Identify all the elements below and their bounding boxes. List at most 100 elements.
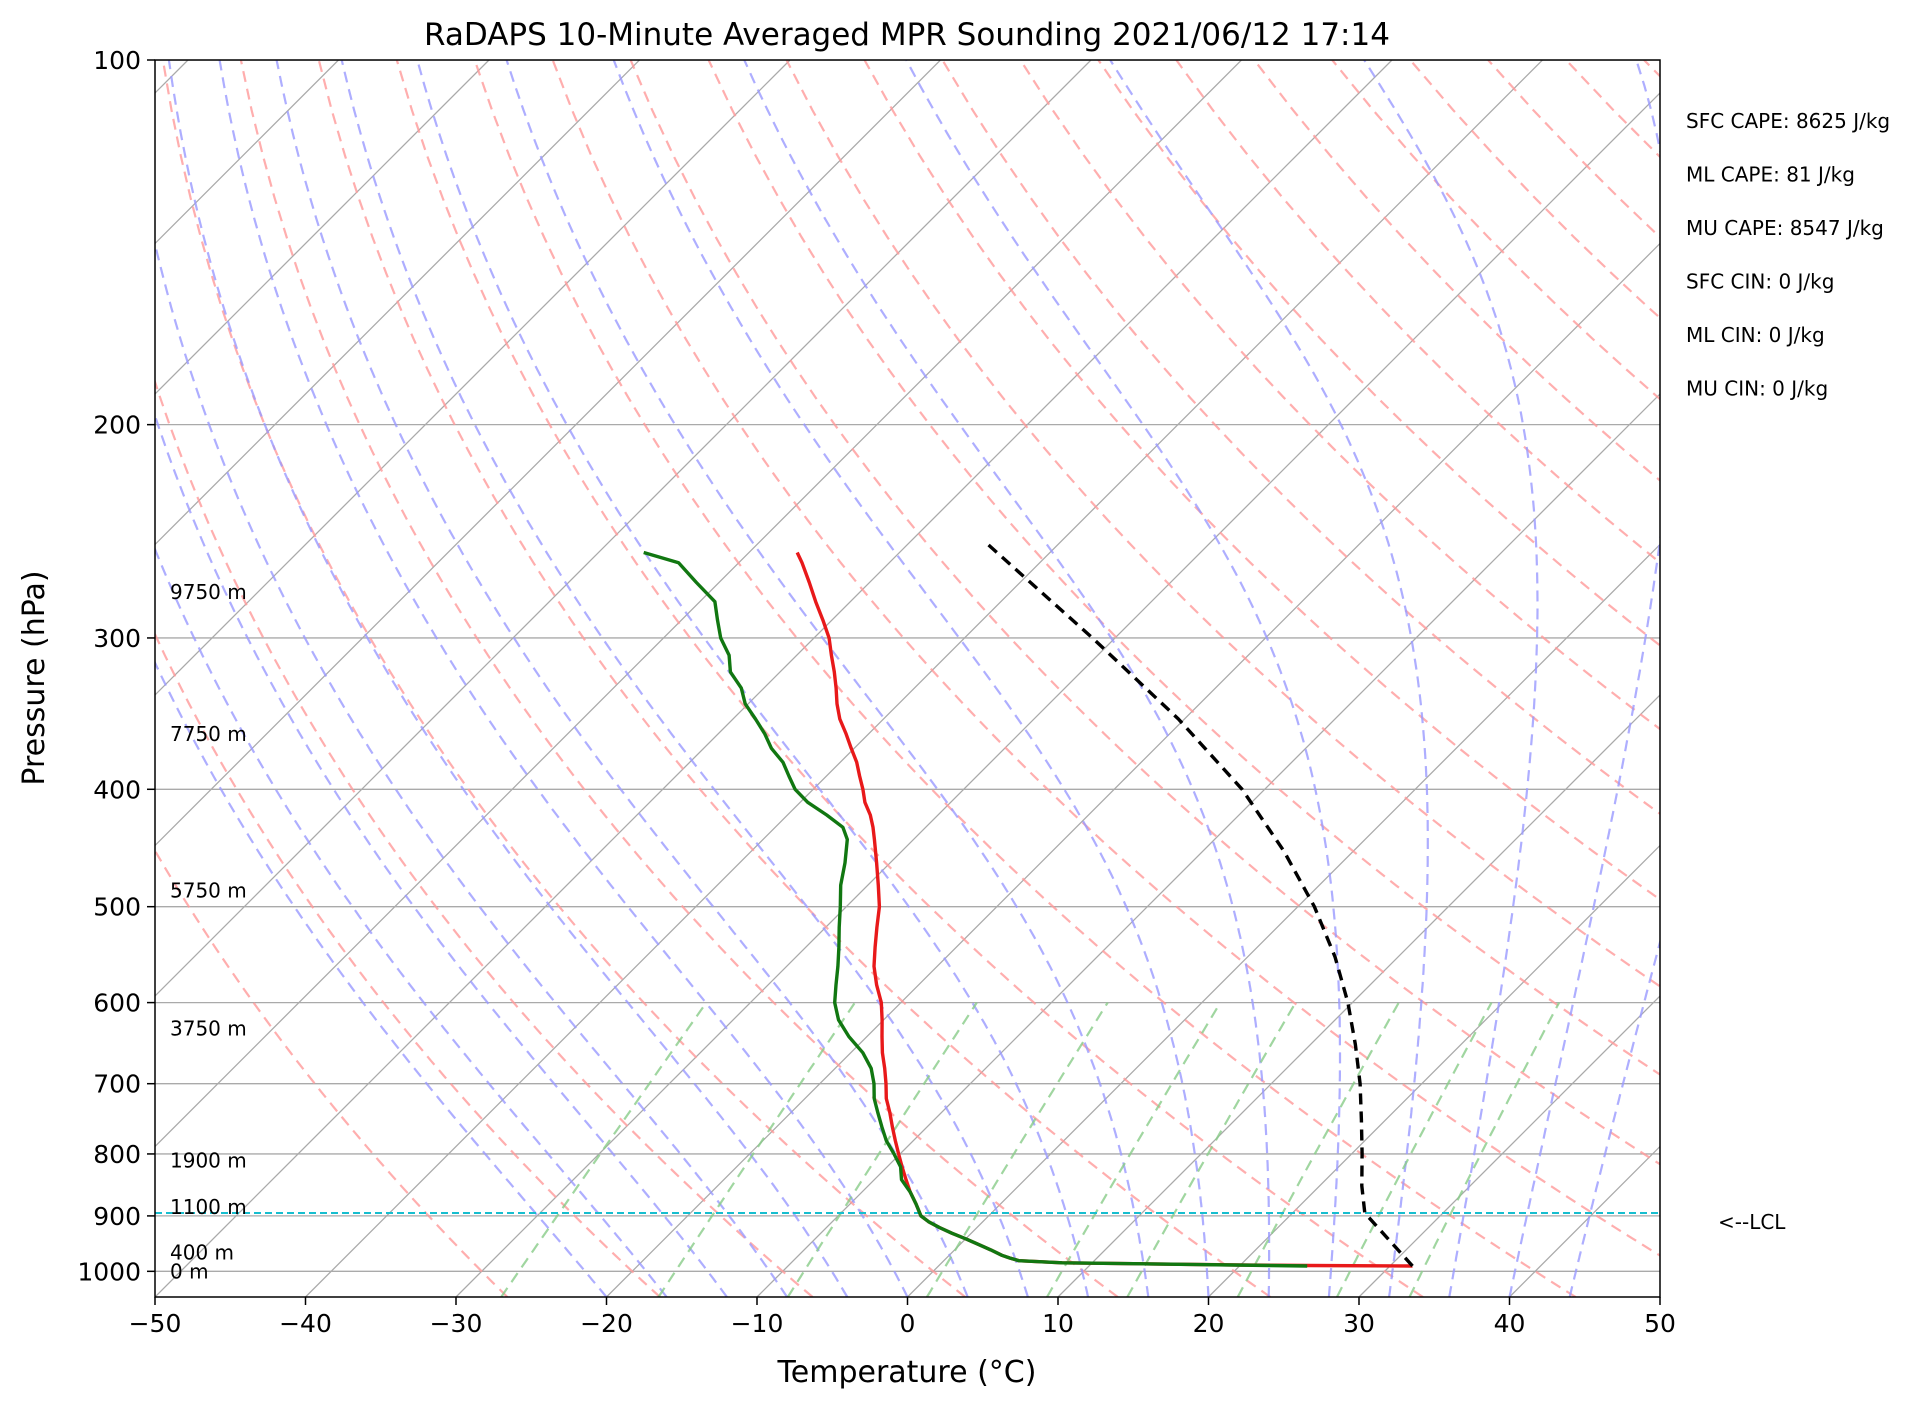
dry-adiabat-line (317, 60, 1272, 1297)
index-text: ML CIN: 0 J/kg (1686, 323, 1825, 347)
dry-adiabat-line (1097, 60, 1660, 647)
moist-adiabat-line (155, 546, 668, 1297)
sounding-traces (643, 540, 1414, 1268)
temperature-trace (795, 551, 1413, 1268)
isotherm-line (756, 393, 1660, 1297)
y-tick-label: 200 (93, 411, 141, 440)
x-tick-label: −40 (279, 1309, 332, 1338)
isotherm-line (155, 60, 640, 546)
axis-ticks: −50 −40 −30 −20 −10 0 10 20 30 40 50 100 200 300 400 50… (77, 46, 1676, 1338)
x-tick-label: −10 (731, 1309, 784, 1338)
moist-adiabat-line (1363, 60, 1539, 1297)
mixing-ratio-line (1236, 1002, 1400, 1297)
moist-adiabat-line (155, 412, 728, 1297)
dry-adiabat-line (1487, 60, 1660, 239)
height-label: 9750 m (170, 580, 247, 604)
x-tick-label: −50 (129, 1309, 182, 1338)
x-tick-label: −30 (430, 1309, 483, 1338)
moist-adiabat-line (218, 60, 909, 1297)
chart-title: RaDAPS 10-Minute Averaged MPR Sounding 2… (424, 17, 1390, 53)
dry-adiabat-line (551, 60, 1660, 1257)
parcel-trace (984, 540, 1414, 1268)
y-tick-label: 100 (93, 46, 141, 75)
dry-adiabat-line (707, 60, 1660, 1076)
x-tick-label: 10 (1042, 1309, 1074, 1338)
dry-adiabat-line (1253, 60, 1660, 482)
background-lines (155, 60, 1660, 1297)
index-text: SFC CIN: 0 J/kg (1686, 270, 1834, 294)
mixing-ratio-line (1408, 1002, 1561, 1297)
lcl-label: <--LCL (1718, 1210, 1786, 1234)
isotherm-line (455, 92, 1660, 1297)
mixing-ratio-line (1336, 1002, 1493, 1297)
isotherm-line (155, 60, 1242, 1148)
isotherm-line (155, 60, 1092, 997)
index-text: SFC CAPE: 8625 J/kg (1686, 109, 1890, 133)
dry-adiabat-line (863, 60, 1660, 901)
x-tick-label: 30 (1343, 1309, 1375, 1338)
x-tick-label: 50 (1644, 1309, 1676, 1338)
mixing-ratio-line (925, 1002, 1109, 1297)
moist-adiabat-line (167, 60, 849, 1297)
x-tick-label: 40 (1494, 1309, 1526, 1338)
height-label: 400 m (170, 1241, 234, 1265)
mixing-ratio-line (657, 1001, 856, 1297)
mixing-ratio-line (1046, 1002, 1222, 1297)
isotherm-line (1358, 995, 1660, 1297)
moist-adiabat-line (340, 60, 1029, 1297)
isotherm-line (1509, 1145, 1660, 1297)
moist-adiabat-line (275, 60, 969, 1297)
dry-adiabat-line (161, 60, 966, 1297)
y-tick-label: 500 (93, 893, 141, 922)
y-tick-label: 400 (93, 775, 141, 804)
moist-adiabat-line (612, 60, 1210, 1297)
dry-adiabat-line (155, 378, 814, 1297)
height-label: 1900 m (170, 1148, 247, 1172)
plot-frame (154, 59, 1661, 1298)
isotherm-line (1659, 1296, 1660, 1297)
height-label: 5750 m (170, 879, 247, 903)
isotherm-line (155, 60, 1393, 1297)
isotherm-line (155, 60, 791, 696)
mixing-ratio-line (786, 1001, 978, 1297)
height-label: 1100 m (170, 1195, 247, 1219)
isotherm-line (1208, 844, 1660, 1297)
height-label: 3750 m (170, 1016, 247, 1040)
moist-adiabat-line (743, 60, 1271, 1297)
x-axis-label: Temperature (°C) (777, 1355, 1037, 1390)
index-text: ML CAPE: 81 J/kg (1686, 163, 1855, 187)
dry-adiabat-line (1409, 60, 1660, 320)
y-tick-label: 600 (93, 989, 141, 1018)
index-panel: SFC CAPE: 8625 J/kg ML CAPE: 81 J/kg MU CA… (1686, 109, 1890, 1234)
dry-adiabat-line (155, 631, 661, 1297)
moist-adiabat-line (416, 60, 1090, 1297)
dry-adiabat-line (629, 60, 1660, 1166)
dry-adiabat-line (395, 60, 1424, 1297)
moist-adiabat-line (505, 60, 1150, 1297)
dry-adiabat-line (1565, 60, 1660, 159)
dry-adiabat-line (239, 60, 1119, 1297)
moist-adiabat-line (1109, 60, 1429, 1297)
isotherm-line (305, 60, 1543, 1297)
x-tick-label: 20 (1193, 1309, 1225, 1338)
index-text: MU CIN: 0 J/kg (1686, 377, 1828, 401)
dry-adiabat-line (1643, 60, 1660, 78)
x-tick-label: 0 (900, 1309, 916, 1338)
height-label: 0 m (170, 1259, 209, 1283)
y-tick-label: 1000 (77, 1257, 141, 1286)
moist-adiabat-line (1508, 60, 1660, 1297)
isotherm-line (155, 60, 941, 847)
dry-adiabat-line (155, 848, 509, 1297)
dry-adiabat-line (785, 60, 1660, 988)
dry-adiabat-line (473, 60, 1577, 1297)
moist-adiabat-line (155, 239, 789, 1297)
y-tick-label: 700 (93, 1070, 141, 1099)
mixing-ratio-line (1126, 1002, 1297, 1297)
isotherm-line (606, 242, 1660, 1297)
dewpoint-trace (643, 550, 1308, 1268)
chart-labels: RaDAPS 10-Minute Averaged MPR Sounding 2… (17, 17, 1390, 1390)
moist-adiabat-line (1568, 937, 1660, 1297)
y-axis-label: Pressure (hPa) (17, 570, 52, 785)
moist-adiabat-line (155, 660, 608, 1297)
isotherm-line (155, 60, 490, 395)
